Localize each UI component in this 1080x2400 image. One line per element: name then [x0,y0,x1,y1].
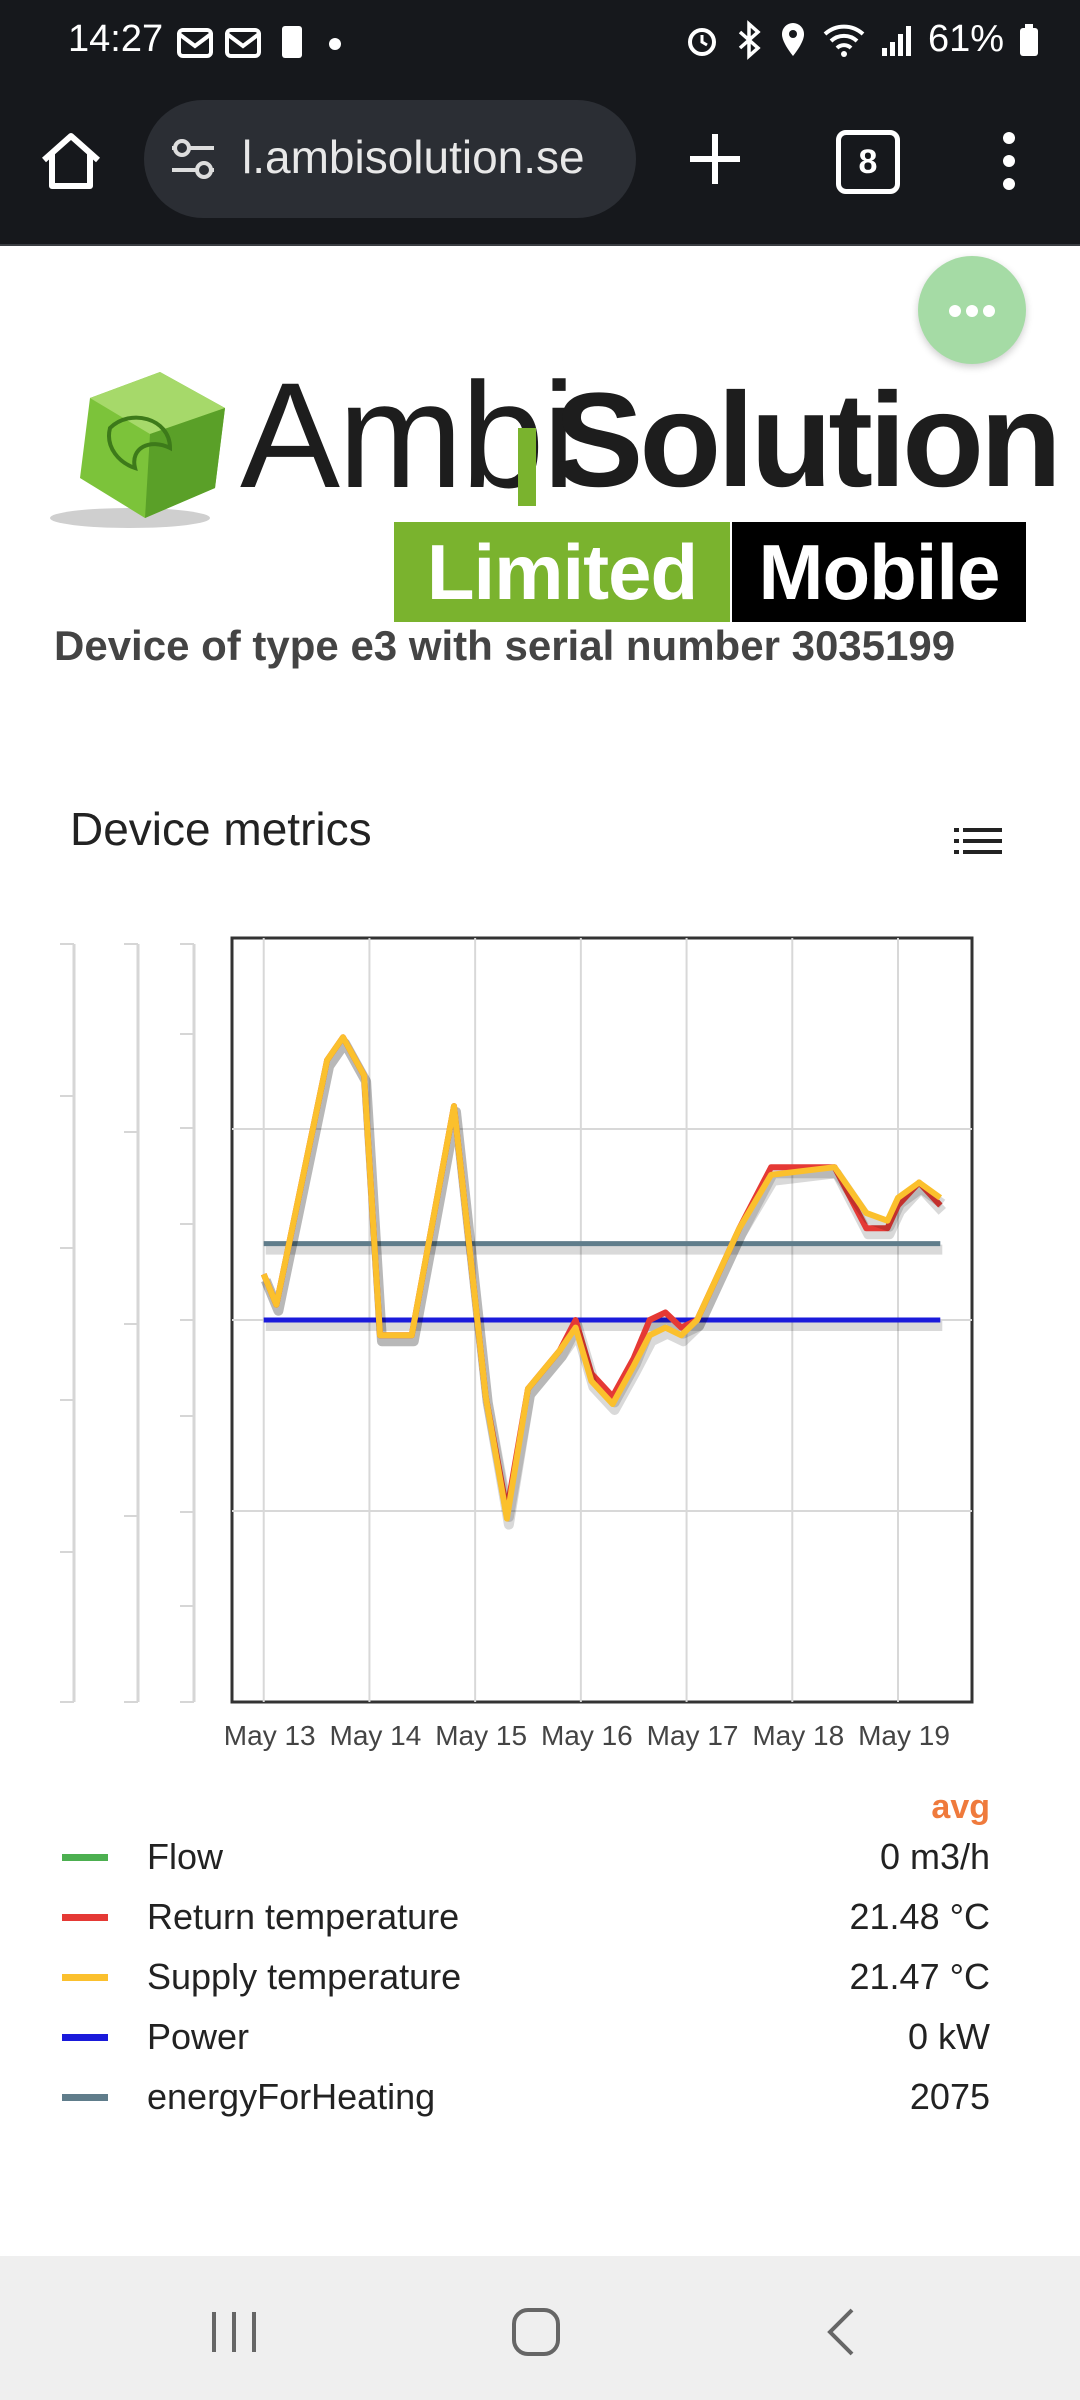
x-tick-label: May 14 [330,1720,422,1751]
status-bar: 14:27 61% [0,0,1080,86]
browser-toolbar: l.ambisolution.se 8 [0,86,1080,246]
x-tick-label: May 17 [647,1720,739,1751]
site-settings-icon[interactable] [168,136,218,182]
wifi-icon [823,24,865,57]
bluetooth-icon [738,19,761,60]
home-nav-icon[interactable] [510,2306,562,2358]
more-dot-icon [949,305,961,317]
legend-avg-header: avg [931,1788,990,1826]
legend-row-power[interactable]: Power 0 kW [60,2010,1000,2062]
legend-label: energyForHeating [147,2076,436,2117]
status-time: 14:27 [68,18,164,60]
chart-menu-icon[interactable] [954,826,1002,856]
logo-badge-limited: Limited [394,522,730,622]
legend-swatch [62,2094,108,2101]
address-bar[interactable]: l.ambisolution.se [144,100,636,218]
location-icon [781,22,804,56]
more-dot-icon [983,305,995,317]
legend-row-return-temperature[interactable]: Return temperature 21.48 °C [60,1890,1000,1942]
legend-swatch [62,1854,108,1861]
legend-label: Flow [147,1836,224,1877]
home-icon[interactable] [36,126,106,196]
tab-switcher-button[interactable]: 8 [836,130,900,194]
battery-percent: 61% [927,18,1004,60]
legend-label: Return temperature [147,1896,460,1937]
more-dot-icon [966,305,978,317]
battery-icon [1020,23,1038,56]
notification-icon [282,26,302,58]
legend-value: 0 m3/h [879,1836,990,1877]
logo-badge-mobile: Mobile [732,522,1026,622]
legend-row-energy-for-heating[interactable]: energyForHeating 2075 [60,2070,1000,2122]
ambisolution-logo: Ambi Solution Limited Mobile [50,360,1062,630]
legend-label: Power [147,2016,250,2057]
dot-icon [329,38,341,50]
legend-value: 21.48 °C [849,1896,990,1937]
logo-text-solution: Solution [554,366,1062,515]
legend-row-flow[interactable]: Flow 0 m3/h [60,1830,1000,1882]
x-tick-label: May 16 [541,1720,633,1751]
device-title: Device of type e3 with serial number 303… [54,622,956,669]
legend-label: Supply temperature [147,1956,462,1997]
legend-value: 0 kW [907,2016,990,2057]
logo-cube-icon [50,372,225,528]
recent-apps-icon[interactable] [206,2308,262,2356]
new-tab-icon[interactable] [680,124,750,194]
legend-swatch [62,1914,108,1921]
notification-icon [177,28,213,58]
url-text: l.ambisolution.se [242,131,585,183]
more-options-icon[interactable] [994,126,1024,196]
legend-value: 21.47 °C [849,1956,990,1997]
series-line-supply-temperature [260,1034,943,1522]
legend-swatch [62,1974,108,1981]
x-tick-label: May 18 [752,1720,844,1751]
more-actions-button[interactable] [918,256,1026,364]
back-icon[interactable] [822,2306,858,2358]
alarm-icon [687,27,716,56]
x-tick-label: May 15 [435,1720,527,1751]
legend-swatch [62,2034,108,2041]
x-tick-label: May 19 [858,1720,950,1751]
system-nav-bar [0,2256,1080,2400]
x-tick-label: May 13 [224,1720,316,1751]
legend-value: 2075 [909,2076,990,2117]
status-right: 61% [684,18,1040,61]
metrics-title: Device metrics [70,803,372,855]
status-notifications [176,22,350,62]
legend-row-supply-temperature[interactable]: Supply temperature 21.47 °C [60,1950,1000,2002]
notification-icon [225,28,261,58]
logo-accent [518,428,536,506]
device-metrics-chart: May 13 May 14 May 15 May 16 May 17 May 18 May … [60,936,974,1751]
signal-icon [881,25,911,56]
